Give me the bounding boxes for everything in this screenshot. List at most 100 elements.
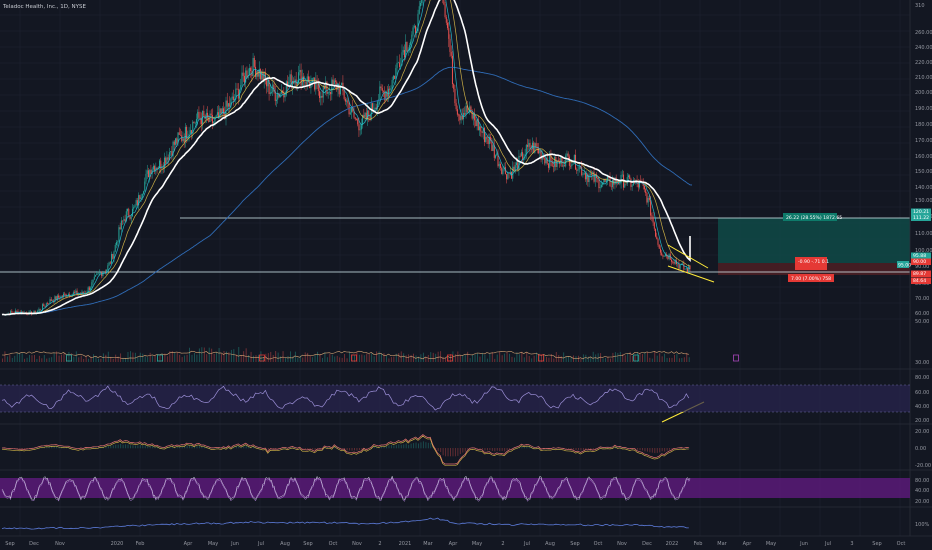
macd-histogram-bar bbox=[610, 447, 611, 449]
candle-body bbox=[154, 165, 156, 172]
volume-bar bbox=[203, 347, 205, 362]
earnings-marker bbox=[538, 354, 544, 362]
volume-bar bbox=[51, 357, 53, 362]
volume-bar bbox=[85, 355, 87, 362]
macd-histogram-bar bbox=[420, 442, 422, 449]
macd-histogram-bar bbox=[179, 446, 181, 449]
price-tick-label: 190.00 bbox=[915, 106, 932, 112]
candle-body bbox=[392, 75, 394, 81]
volume-bar bbox=[494, 358, 496, 362]
candle-body bbox=[683, 263, 685, 270]
volume-bar bbox=[139, 352, 141, 362]
volume-bar bbox=[504, 353, 506, 362]
candle-body bbox=[365, 112, 367, 120]
macd-histogram-bar bbox=[533, 447, 535, 449]
macd-histogram-bar bbox=[270, 448, 272, 449]
candle-body bbox=[461, 115, 463, 120]
candle-body bbox=[326, 81, 328, 94]
candle-body bbox=[183, 138, 185, 142]
candle-body bbox=[269, 92, 271, 95]
candle-body bbox=[188, 133, 190, 138]
macd-histogram-bar bbox=[602, 447, 604, 449]
candle-body bbox=[92, 279, 94, 283]
candle-body bbox=[497, 153, 499, 167]
macd-histogram-bar bbox=[85, 447, 87, 449]
candle-body bbox=[323, 86, 325, 89]
relative-strength-panel bbox=[1, 517, 689, 530]
candle-body bbox=[560, 157, 562, 164]
trendline-lower[interactable] bbox=[667, 265, 715, 283]
candle-body bbox=[456, 109, 458, 115]
indicator-tick-label: 30.00 bbox=[915, 360, 929, 366]
candle-body bbox=[50, 299, 52, 302]
volume-bar bbox=[440, 351, 442, 362]
candle-body bbox=[15, 310, 17, 314]
candle-body bbox=[144, 181, 146, 192]
volume-bar bbox=[223, 350, 225, 362]
candle-body bbox=[99, 272, 101, 274]
volume-bar bbox=[595, 354, 597, 362]
candle-body bbox=[369, 115, 371, 121]
macd-histogram-bar bbox=[157, 446, 159, 449]
volume-bar bbox=[317, 351, 318, 362]
macd-histogram-bar bbox=[629, 448, 631, 449]
candle-body bbox=[248, 67, 250, 76]
volume-bar bbox=[573, 355, 574, 362]
candle-body bbox=[82, 291, 84, 294]
macd-histogram-bar bbox=[646, 448, 648, 452]
price-tick-label: 110.00 bbox=[915, 231, 932, 237]
candle-body bbox=[113, 251, 115, 259]
candle-body bbox=[234, 99, 236, 101]
volume-bar bbox=[56, 351, 58, 362]
macd-histogram-bar bbox=[582, 448, 584, 450]
macd-histogram-bar bbox=[100, 446, 102, 449]
volume-bar bbox=[16, 352, 18, 362]
macd-histogram-bar bbox=[272, 448, 274, 449]
macd-histogram-bar bbox=[53, 446, 55, 449]
volume-bar bbox=[95, 355, 97, 362]
volume-bar bbox=[550, 353, 552, 362]
candle-body bbox=[48, 303, 50, 305]
candle-body bbox=[207, 112, 209, 118]
macd-histogram-bar bbox=[56, 446, 58, 449]
moving-averages bbox=[1, 0, 693, 316]
volume-bar bbox=[405, 355, 407, 362]
volume-bar bbox=[649, 357, 651, 362]
volume-bar bbox=[107, 351, 109, 362]
volume-bar bbox=[489, 353, 491, 362]
volume-bar bbox=[125, 358, 126, 362]
volume-bar bbox=[171, 351, 173, 362]
volume-bar bbox=[575, 356, 577, 362]
macd-histogram-bar bbox=[312, 448, 314, 450]
volume-bar bbox=[361, 354, 363, 362]
candle-body bbox=[134, 205, 136, 208]
volume-bar bbox=[132, 352, 134, 362]
candle-body bbox=[618, 182, 620, 185]
candle-body bbox=[123, 219, 125, 221]
candle-body bbox=[401, 52, 403, 66]
macd-histogram-bar bbox=[642, 448, 643, 451]
candle-body bbox=[535, 143, 537, 148]
candle-body bbox=[470, 106, 472, 112]
candle-body bbox=[661, 252, 663, 256]
volume-bar bbox=[612, 352, 614, 362]
candle-body bbox=[106, 269, 108, 273]
volume-bar bbox=[198, 348, 200, 362]
candle-body bbox=[321, 95, 323, 98]
candle-body bbox=[410, 41, 412, 46]
target-zone[interactable] bbox=[718, 218, 910, 263]
volume-bar bbox=[548, 357, 550, 362]
volume-bar bbox=[619, 351, 621, 362]
volume-bar bbox=[26, 357, 28, 362]
candle-body bbox=[458, 114, 460, 116]
trendline-upper[interactable] bbox=[667, 244, 709, 269]
candle-body bbox=[27, 314, 29, 315]
candle-body bbox=[603, 179, 605, 183]
time-tick-label: Sep bbox=[303, 541, 312, 547]
macd-histogram-bar bbox=[425, 442, 427, 449]
candle-body bbox=[170, 151, 172, 153]
candle-body bbox=[215, 115, 217, 118]
volume-bar bbox=[590, 356, 592, 362]
